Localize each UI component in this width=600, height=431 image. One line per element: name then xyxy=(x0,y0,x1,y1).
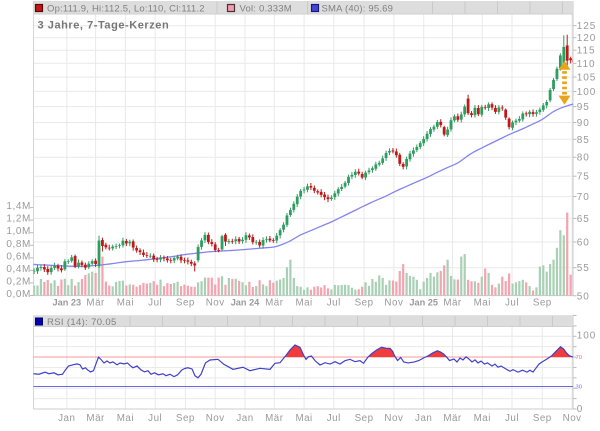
svg-text:1,2M: 1,2M xyxy=(6,214,31,225)
svg-text:Nov: Nov xyxy=(384,298,403,309)
svg-text:Mai: Mai xyxy=(474,298,491,309)
svg-text:50: 50 xyxy=(577,291,590,302)
svg-text:0,6M: 0,6M xyxy=(6,251,31,262)
svg-text:Mär: Mär xyxy=(443,413,462,424)
svg-text:100: 100 xyxy=(577,87,596,98)
svg-text:125: 125 xyxy=(577,21,596,32)
svg-text:Mai: Mai xyxy=(117,298,134,309)
svg-text:100: 100 xyxy=(577,331,596,342)
svg-text:Mär: Mär xyxy=(86,298,105,309)
svg-text:Mai: Mai xyxy=(117,413,134,424)
svg-text:RSI (14): 70.05: RSI (14): 70.05 xyxy=(47,317,117,328)
svg-text:30: 30 xyxy=(576,385,582,391)
svg-text:70: 70 xyxy=(577,192,590,203)
svg-text:Sep: Sep xyxy=(533,298,552,309)
svg-text:Mär: Mär xyxy=(443,298,462,309)
svg-text:Mai: Mai xyxy=(474,413,491,424)
svg-text:3 Jahre, 7-Tage-Kerzen: 3 Jahre, 7-Tage-Kerzen xyxy=(38,20,170,32)
svg-text:Jul: Jul xyxy=(148,298,162,309)
svg-text:115: 115 xyxy=(577,46,596,57)
svg-text:1,0M: 1,0M xyxy=(6,226,31,237)
svg-text:Sep: Sep xyxy=(355,413,374,424)
svg-text:Mär: Mär xyxy=(265,413,284,424)
svg-text:Jan 23: Jan 23 xyxy=(52,298,81,308)
svg-text:0: 0 xyxy=(577,404,583,415)
svg-text:Nov: Nov xyxy=(206,298,225,309)
svg-text:Jan: Jan xyxy=(58,413,75,424)
svg-text:75: 75 xyxy=(577,172,590,183)
svg-text:0,8M: 0,8M xyxy=(6,239,31,250)
svg-text:90: 90 xyxy=(577,118,590,129)
svg-text:70: 70 xyxy=(576,355,582,361)
svg-text:65: 65 xyxy=(577,214,590,225)
svg-text:Jan 24: Jan 24 xyxy=(231,298,260,308)
svg-text:Mai: Mai xyxy=(295,413,312,424)
svg-text:105: 105 xyxy=(577,73,596,84)
svg-text:0,2M: 0,2M xyxy=(6,276,31,287)
svg-text:55: 55 xyxy=(577,263,590,274)
svg-text:Mär: Mär xyxy=(86,413,105,424)
svg-text:Jul: Jul xyxy=(505,298,519,309)
svg-text:Nov: Nov xyxy=(206,413,225,424)
svg-text:1,4M: 1,4M xyxy=(6,201,31,212)
svg-text:Mai: Mai xyxy=(295,298,312,309)
svg-text:Jul: Jul xyxy=(148,413,162,424)
svg-text:0,0M: 0,0M xyxy=(6,289,31,300)
svg-text:Nov: Nov xyxy=(563,413,582,424)
svg-text:Sep: Sep xyxy=(355,298,374,309)
svg-text:Jan 25: Jan 25 xyxy=(409,298,438,308)
svg-text:120: 120 xyxy=(577,33,596,44)
svg-text:Jan: Jan xyxy=(236,413,253,424)
svg-text:Jul: Jul xyxy=(327,413,341,424)
svg-text:85: 85 xyxy=(577,135,590,146)
svg-text:110: 110 xyxy=(577,59,596,70)
svg-text:Sep: Sep xyxy=(176,413,195,424)
svg-text:Vol: 0.333M: Vol: 0.333M xyxy=(240,4,292,15)
svg-text:Mär: Mär xyxy=(265,298,284,309)
svg-text:80: 80 xyxy=(577,153,590,164)
svg-text:Op:111.9, Hi:112.5, Lo:110, Cl: Op:111.9, Hi:112.5, Lo:110, Cl:111.2 xyxy=(47,4,205,15)
svg-text:95: 95 xyxy=(577,102,590,113)
svg-text:Jul: Jul xyxy=(505,413,519,424)
svg-text:Jul: Jul xyxy=(327,298,341,309)
svg-text:Nov: Nov xyxy=(384,413,403,424)
svg-text:SMA (40): 95.69: SMA (40): 95.69 xyxy=(322,4,394,15)
svg-text:Sep: Sep xyxy=(533,413,552,424)
svg-text:Sep: Sep xyxy=(176,298,195,309)
svg-text:0,4M: 0,4M xyxy=(6,264,31,275)
svg-text:Jan: Jan xyxy=(415,413,432,424)
svg-text:60: 60 xyxy=(577,238,590,249)
